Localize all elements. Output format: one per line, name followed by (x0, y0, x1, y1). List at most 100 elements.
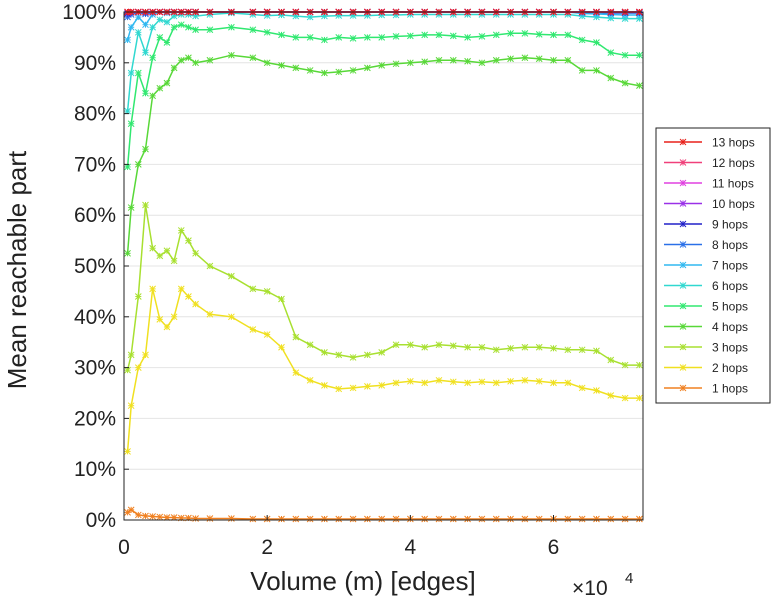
data-point (535, 30, 543, 38)
data-point (435, 56, 443, 64)
x-tick-label: 6 (548, 536, 560, 559)
data-point (406, 59, 414, 67)
data-point (378, 382, 386, 389)
data-point (507, 344, 514, 352)
data-point (550, 31, 557, 39)
data-point (435, 515, 443, 523)
data-point (378, 515, 386, 523)
data-point (593, 347, 600, 355)
data-point (170, 23, 178, 31)
legend-marker (679, 282, 687, 289)
data-point (464, 57, 471, 65)
data-point (206, 310, 214, 318)
data-point (263, 288, 271, 295)
legend-label: 11 hops (712, 177, 754, 191)
data-point (228, 51, 235, 59)
x-axis-multiplier: ×10 (572, 577, 608, 600)
data-point (249, 26, 257, 34)
data-point (492, 379, 500, 387)
data-point (636, 51, 643, 59)
data-point (127, 23, 135, 31)
data-point (263, 59, 271, 67)
data-point (621, 51, 629, 59)
data-point (321, 69, 328, 77)
data-point (607, 74, 615, 82)
legend-marker (679, 261, 687, 269)
data-point (478, 378, 486, 386)
data-point (607, 49, 615, 56)
data-point (335, 68, 343, 76)
data-point (550, 344, 557, 352)
data-point (636, 361, 643, 369)
y-tick-label: 30% (74, 357, 116, 380)
data-point (156, 84, 164, 92)
data-point (292, 515, 300, 523)
data-point (464, 515, 471, 523)
data-point (306, 13, 314, 21)
data-point (228, 313, 235, 321)
data-point (134, 364, 142, 371)
data-point (192, 300, 199, 308)
data-point (292, 369, 300, 377)
legend-label: 1 hops (712, 382, 748, 396)
series-4-hops (124, 51, 643, 257)
data-point (421, 31, 429, 39)
data-point (621, 361, 629, 369)
data-point (156, 34, 164, 41)
data-point (249, 515, 257, 523)
data-point (449, 378, 457, 386)
y-tick-label: 80% (74, 103, 116, 126)
data-point (134, 161, 142, 168)
data-point (321, 349, 328, 356)
series-5-hops (124, 21, 643, 171)
data-point (228, 515, 235, 522)
data-point (306, 67, 314, 74)
legend-marker (679, 220, 687, 228)
data-point (507, 377, 514, 385)
y-tick-label: 0% (86, 509, 116, 532)
data-point (149, 54, 156, 62)
data-point (249, 54, 257, 62)
data-point (192, 249, 199, 257)
data-point (134, 28, 142, 36)
data-point (127, 351, 135, 359)
data-point (607, 356, 615, 364)
data-point (124, 163, 131, 171)
series-line (126, 54, 640, 254)
data-point (378, 349, 386, 356)
legend-marker (679, 364, 687, 371)
legend: 13 hops 12 hops 11 hops 10 hops 9 hops 8 hops… (655, 127, 771, 404)
data-point (177, 56, 185, 64)
data-point (478, 33, 486, 40)
data-point (124, 36, 131, 44)
legend-item: 13 hops (664, 136, 755, 150)
data-point (435, 31, 443, 39)
data-point (192, 26, 199, 34)
data-point (278, 31, 285, 39)
data-point (278, 61, 285, 69)
data-point (349, 354, 357, 361)
legend-label: 8 hops (712, 238, 748, 252)
legend-item: 3 hops (664, 341, 748, 355)
data-point (521, 515, 529, 523)
data-point (185, 23, 192, 31)
data-point (177, 227, 185, 234)
data-point (228, 23, 235, 31)
data-point (321, 36, 328, 44)
data-point (163, 323, 171, 331)
x-tick-label: 4 (405, 536, 417, 559)
data-point (578, 515, 586, 523)
data-point (593, 387, 600, 394)
data-point (263, 331, 271, 338)
y-tick-label: 70% (74, 153, 116, 176)
data-point (292, 34, 300, 41)
data-point (492, 346, 500, 354)
data-point (435, 341, 443, 349)
data-point (206, 262, 214, 270)
data-point (170, 313, 178, 321)
legend-item: 6 hops (664, 279, 748, 293)
data-point (149, 285, 156, 293)
data-point (156, 16, 164, 23)
series-2-hops (124, 285, 643, 455)
series-3-hops (124, 201, 643, 374)
